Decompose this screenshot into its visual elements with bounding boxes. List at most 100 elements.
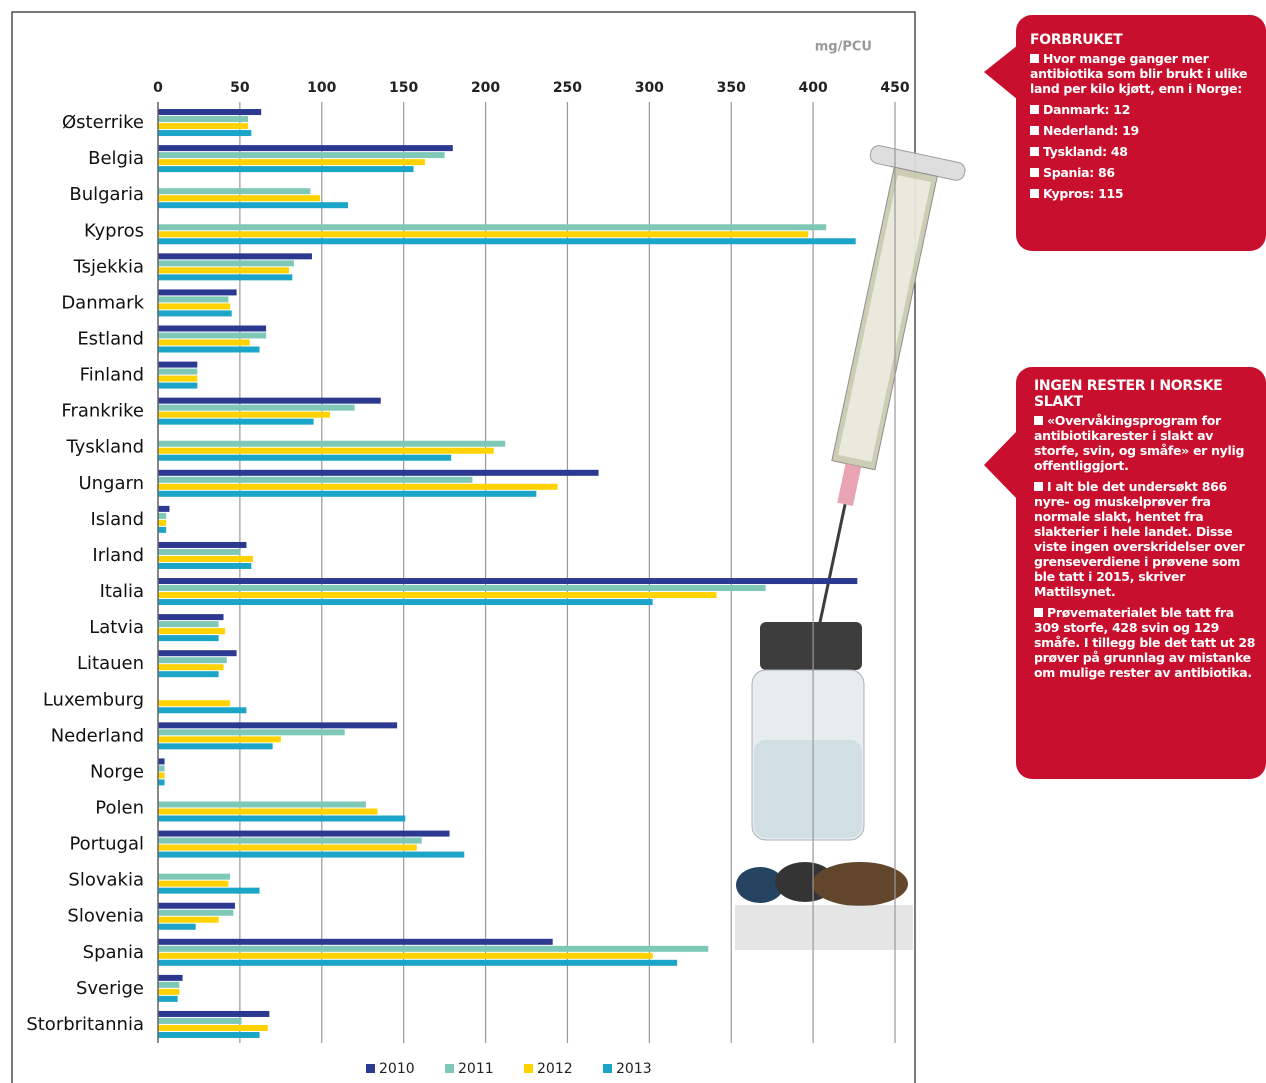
info-title: FORBRUKET <box>1030 32 1123 48</box>
info-box-2-bg <box>984 367 1266 779</box>
bar <box>158 490 537 497</box>
legend-swatch <box>445 1064 454 1073</box>
y-tick-label: Tsjekkia <box>73 256 144 277</box>
bar <box>158 916 219 923</box>
bullet <box>1034 416 1043 425</box>
bar <box>158 188 311 195</box>
y-tick-label: Litauen <box>77 653 144 674</box>
bar <box>158 325 267 332</box>
bar <box>158 628 226 635</box>
bar <box>158 454 452 461</box>
y-tick-label: Finland <box>80 365 144 386</box>
bar <box>158 548 240 555</box>
bar <box>158 512 167 519</box>
bar <box>158 332 267 339</box>
bar <box>158 195 321 202</box>
x-tick-label: 200 <box>471 80 500 96</box>
bar <box>158 1010 270 1017</box>
bar <box>158 578 858 585</box>
info-item: Danmark: 12 <box>1030 102 1262 117</box>
info-item: «Overvåkingsprogram for antibiotikareste… <box>1034 413 1260 473</box>
bar <box>158 526 167 533</box>
y-tick-label: Kypros <box>84 220 144 241</box>
bar <box>158 880 229 887</box>
bullet <box>1030 54 1039 63</box>
bullet <box>1030 147 1039 156</box>
bar <box>158 902 235 909</box>
bar <box>158 231 809 238</box>
bar <box>158 585 766 592</box>
illustration <box>735 145 966 950</box>
bar <box>158 664 224 671</box>
bar <box>158 1024 268 1031</box>
bar <box>158 851 465 858</box>
x-tick-label: 450 <box>880 80 909 96</box>
info-text: Tyskland: 48 <box>1043 144 1128 159</box>
y-tick-label: Island <box>90 509 144 530</box>
bar <box>158 729 345 736</box>
bar <box>158 418 314 425</box>
bar <box>158 253 312 260</box>
bullet <box>1034 482 1043 491</box>
bar <box>158 505 170 512</box>
legend-label: 2013 <box>616 1061 652 1077</box>
bar <box>158 166 414 173</box>
info-text: Kypros: 115 <box>1043 186 1124 201</box>
y-tick-label: Slovenia <box>67 906 144 927</box>
y-tick-label: Danmark <box>61 292 144 313</box>
bar <box>158 671 219 678</box>
y-tick-label: Latvia <box>89 617 144 638</box>
x-tick-label: 0 <box>153 80 163 96</box>
bullet <box>1030 105 1039 114</box>
y-tick-label: Polen <box>95 798 144 819</box>
bar <box>158 260 294 267</box>
bar <box>158 887 260 894</box>
x-tick-label: 350 <box>717 80 746 96</box>
bar <box>158 837 422 844</box>
bar <box>158 959 678 966</box>
y-tick-label: Irland <box>92 545 144 566</box>
info-text: Nederland: 19 <box>1043 123 1139 138</box>
bar <box>158 397 381 404</box>
info-item: I alt ble det undersøkt 866 nyre- og mus… <box>1034 479 1260 599</box>
y-tick-label: Bulgaria <box>69 184 144 205</box>
bar <box>158 614 224 621</box>
legend-swatch <box>366 1064 375 1073</box>
legend-label: 2012 <box>537 1061 573 1077</box>
bar <box>158 801 366 808</box>
info-item: Tyskland: 48 <box>1030 144 1262 159</box>
y-tick-label: Belgia <box>88 148 144 169</box>
bullet <box>1030 126 1039 135</box>
y-tick-label: Tyskland <box>65 437 144 458</box>
bar <box>158 411 330 418</box>
y-tick-label: Ungarn <box>78 473 144 494</box>
bar <box>158 974 183 981</box>
bar <box>158 555 253 562</box>
bar <box>158 945 709 952</box>
info-box-1-bg <box>984 15 1266 251</box>
bar <box>158 722 398 729</box>
x-tick-label: 100 <box>307 80 336 96</box>
bar <box>158 109 262 116</box>
bar <box>158 830 450 837</box>
bar <box>158 440 506 447</box>
bar <box>158 599 653 606</box>
bar <box>158 952 653 959</box>
bar <box>158 657 227 664</box>
info-item: Nederland: 19 <box>1030 123 1262 138</box>
info-text: Danmark: 12 <box>1043 102 1131 117</box>
bar <box>158 635 219 642</box>
bar <box>158 873 231 880</box>
bar <box>158 707 247 714</box>
y-tick-label: Norge <box>90 761 144 782</box>
info-text: Spania: 86 <box>1043 165 1115 180</box>
y-tick-label: Italia <box>100 581 144 602</box>
y-tick-label: Storbritannia <box>26 1014 144 1035</box>
bar <box>158 736 281 743</box>
bar <box>158 152 445 159</box>
bar <box>158 650 237 657</box>
bar <box>158 267 290 274</box>
unit-label: mg/PCU <box>815 40 872 55</box>
